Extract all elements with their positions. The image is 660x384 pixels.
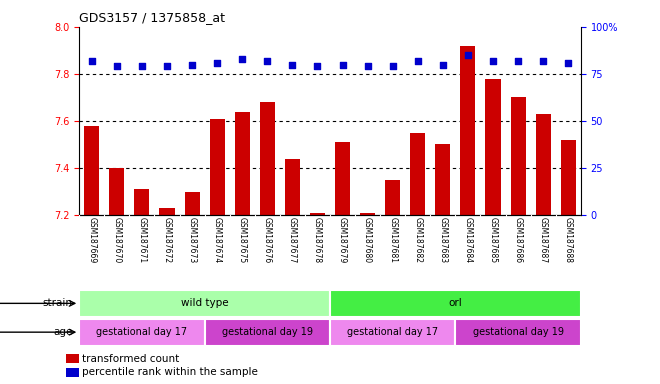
Point bbox=[112, 63, 122, 70]
Text: GSM187670: GSM187670 bbox=[112, 217, 121, 263]
Text: GSM187669: GSM187669 bbox=[87, 217, 96, 263]
Bar bbox=[260, 102, 275, 215]
Text: GSM187676: GSM187676 bbox=[263, 217, 272, 263]
Bar bbox=[360, 213, 375, 215]
Bar bbox=[455, 319, 581, 346]
Point bbox=[412, 58, 423, 64]
Text: GSM187671: GSM187671 bbox=[137, 217, 147, 263]
Bar bbox=[285, 159, 300, 215]
Bar bbox=[79, 290, 330, 317]
Bar bbox=[66, 368, 79, 377]
Point bbox=[262, 58, 273, 64]
Bar bbox=[335, 142, 350, 215]
Text: percentile rank within the sample: percentile rank within the sample bbox=[82, 367, 258, 377]
Text: gestational day 19: gestational day 19 bbox=[222, 327, 313, 337]
Text: GSM187674: GSM187674 bbox=[213, 217, 222, 263]
Text: wild type: wild type bbox=[181, 298, 228, 308]
Text: strain: strain bbox=[43, 298, 73, 308]
Point bbox=[563, 60, 574, 66]
Text: transformed count: transformed count bbox=[82, 354, 180, 364]
Point bbox=[237, 56, 248, 62]
Bar bbox=[135, 189, 149, 215]
Bar bbox=[436, 144, 450, 215]
Point bbox=[463, 52, 473, 58]
Text: GSM187678: GSM187678 bbox=[313, 217, 322, 263]
Bar bbox=[411, 133, 425, 215]
Text: GSM187680: GSM187680 bbox=[363, 217, 372, 263]
Text: GSM187685: GSM187685 bbox=[488, 217, 498, 263]
Point bbox=[387, 63, 398, 70]
Text: GSM187681: GSM187681 bbox=[388, 217, 397, 263]
Point bbox=[86, 58, 97, 64]
Text: GSM187673: GSM187673 bbox=[187, 217, 197, 263]
Text: orl: orl bbox=[449, 298, 462, 308]
Bar bbox=[536, 114, 550, 215]
Text: GSM187679: GSM187679 bbox=[338, 217, 347, 263]
Text: GSM187686: GSM187686 bbox=[513, 217, 523, 263]
Bar bbox=[385, 180, 400, 215]
Bar bbox=[185, 192, 199, 215]
Text: GSM187682: GSM187682 bbox=[413, 217, 422, 263]
Text: GSM187677: GSM187677 bbox=[288, 217, 297, 263]
Text: GSM187687: GSM187687 bbox=[539, 217, 548, 263]
Text: gestational day 17: gestational day 17 bbox=[347, 327, 438, 337]
Text: GDS3157 / 1375858_at: GDS3157 / 1375858_at bbox=[79, 11, 225, 24]
Bar bbox=[79, 319, 205, 346]
Text: gestational day 17: gestational day 17 bbox=[96, 327, 187, 337]
Point bbox=[362, 63, 373, 70]
Bar bbox=[205, 319, 330, 346]
Text: GSM187684: GSM187684 bbox=[463, 217, 473, 263]
Bar bbox=[210, 119, 224, 215]
Bar bbox=[561, 140, 576, 215]
Bar bbox=[160, 208, 174, 215]
Text: GSM187675: GSM187675 bbox=[238, 217, 247, 263]
Bar bbox=[84, 126, 99, 215]
Bar bbox=[330, 290, 581, 317]
Point bbox=[187, 61, 197, 68]
Point bbox=[337, 61, 348, 68]
Point bbox=[438, 61, 448, 68]
Point bbox=[287, 61, 298, 68]
Bar bbox=[66, 354, 79, 363]
Point bbox=[212, 60, 222, 66]
Point bbox=[162, 63, 172, 70]
Text: GSM187688: GSM187688 bbox=[564, 217, 573, 263]
Bar bbox=[310, 213, 325, 215]
Point bbox=[488, 58, 498, 64]
Bar bbox=[461, 46, 475, 215]
Point bbox=[513, 58, 523, 64]
Bar bbox=[330, 319, 455, 346]
Text: GSM187683: GSM187683 bbox=[438, 217, 447, 263]
Bar bbox=[235, 112, 249, 215]
Bar bbox=[511, 98, 525, 215]
Text: gestational day 19: gestational day 19 bbox=[473, 327, 564, 337]
Point bbox=[312, 63, 323, 70]
Text: age: age bbox=[53, 327, 73, 337]
Text: GSM187672: GSM187672 bbox=[162, 217, 172, 263]
Point bbox=[538, 58, 548, 64]
Bar bbox=[486, 79, 500, 215]
Point bbox=[137, 63, 147, 70]
Bar bbox=[110, 168, 124, 215]
